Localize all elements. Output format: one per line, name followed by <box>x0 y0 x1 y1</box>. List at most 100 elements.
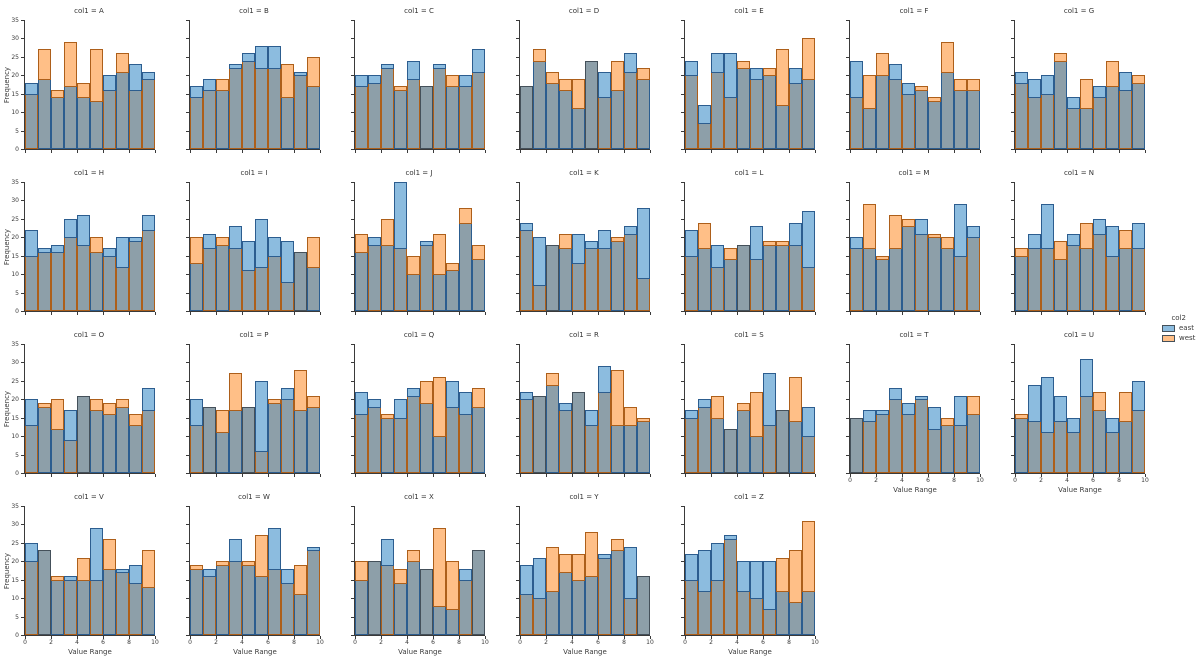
hist-bar-overlap <box>789 421 802 473</box>
y-tick <box>681 524 684 525</box>
x-tick <box>711 636 712 639</box>
y-tick <box>681 311 684 312</box>
facet-plot <box>1011 20 1146 153</box>
hist-bar-overlap <box>216 90 229 149</box>
y-tick <box>21 344 24 345</box>
hist-bar-overlap <box>307 407 320 473</box>
hist-bar-overlap <box>255 451 268 473</box>
facet-plot <box>846 20 981 153</box>
hist-bar-overlap <box>294 75 307 149</box>
y-tick <box>516 473 519 474</box>
y-tick-label: 30 <box>11 521 19 528</box>
hist-bar-east <box>1028 385 1041 422</box>
y-tick <box>1011 473 1014 474</box>
hist-bar-west <box>559 79 572 91</box>
hist-bar-overlap <box>446 270 459 311</box>
hist-bar-east <box>598 230 611 249</box>
y-tick <box>21 20 24 21</box>
y-tick <box>186 362 189 363</box>
y-tick <box>351 506 354 507</box>
hist-bar-west <box>216 561 229 566</box>
x-tick <box>598 150 599 153</box>
facet-title: col1 = F <box>899 7 929 15</box>
facet-plot: 0 2 4 6 8 10 Value Range <box>681 506 819 656</box>
hist-bar-east <box>190 86 203 98</box>
hist-bar-overlap <box>407 79 420 149</box>
hist-bar-west <box>559 234 572 249</box>
hist-bar-overlap <box>533 285 546 311</box>
hist-bar-overlap <box>1041 248 1054 311</box>
y-tick <box>351 219 354 220</box>
y-tick <box>1011 293 1014 294</box>
y-tick-label: 15 <box>11 415 19 422</box>
hist-bar-east <box>255 381 268 452</box>
hist-bar-overlap <box>1119 248 1132 311</box>
hist-bar-overlap <box>876 414 889 473</box>
x-tick <box>520 150 521 153</box>
hist-bar-east <box>624 547 637 599</box>
legend-label-west: west <box>1179 334 1196 342</box>
x-tick-label: 10 <box>481 639 489 646</box>
hist-bar-east <box>268 237 281 257</box>
hist-bar-west <box>394 569 407 584</box>
x-tick-label: 10 <box>1141 477 1149 484</box>
hist-bar-overlap <box>559 410 572 473</box>
x-tick <box>485 312 486 315</box>
hist-bar-overlap <box>90 101 103 149</box>
x-tick <box>242 474 243 477</box>
hist-bar-overlap <box>433 436 446 473</box>
y-tick <box>186 344 189 345</box>
hist-bar-overlap <box>802 591 815 635</box>
facet-plot: 0 2 4 6 8 10 Value Range <box>1011 344 1149 494</box>
x-tick-label: 6 <box>926 477 930 484</box>
x-tick <box>268 636 269 639</box>
hist-bar-overlap <box>685 418 698 473</box>
hist-bar-overlap <box>572 580 585 635</box>
hist-bar-overlap <box>90 580 103 635</box>
hist-bar-overlap <box>598 392 611 473</box>
y-tick <box>351 20 354 21</box>
x-tick <box>129 636 130 639</box>
y-tick <box>21 57 24 58</box>
x-tick <box>928 312 929 315</box>
hist-bar-west <box>1080 223 1093 249</box>
x-tick <box>685 474 686 477</box>
hist-bar-overlap <box>1041 432 1054 473</box>
x-tick <box>407 312 408 315</box>
x-tick-label: 4 <box>570 639 574 646</box>
hist-bar-overlap <box>1028 248 1041 311</box>
y-tick <box>351 149 354 150</box>
hist-bar-east <box>598 554 611 559</box>
y-tick <box>186 598 189 599</box>
y-tick <box>846 94 849 95</box>
hist-bar-overlap <box>598 558 611 635</box>
hist-bar-east <box>750 561 763 599</box>
x-tick <box>572 474 573 477</box>
x-tick <box>381 150 382 153</box>
hist-bar-east <box>876 410 889 415</box>
y-tick <box>516 112 519 113</box>
hist-bar-east <box>268 528 281 570</box>
hist-bar-overlap <box>203 248 216 311</box>
hist-bar-overlap <box>1080 248 1093 311</box>
hist-bar-overlap <box>355 580 368 635</box>
hist-bar-east <box>1028 79 1041 98</box>
x-tick <box>1015 474 1016 477</box>
y-tick-label: 25 <box>11 378 19 385</box>
y-tick-label: 20 <box>11 234 19 241</box>
hist-bar-overlap <box>190 425 203 473</box>
hist-bar-east <box>763 561 776 610</box>
x-tick <box>624 474 625 477</box>
x-tick <box>25 312 26 315</box>
hist-bar-east <box>51 245 64 253</box>
y-tick <box>186 219 189 220</box>
hist-bar-east <box>368 237 381 246</box>
x-tick <box>520 636 521 639</box>
hist-bar-overlap <box>472 550 485 635</box>
y-tick <box>516 75 519 76</box>
hist-bar-west <box>928 97 941 102</box>
x-tick-label: 8 <box>292 639 296 646</box>
hist-bar-overlap <box>116 572 129 635</box>
hist-bar-west <box>472 388 485 408</box>
y-tick <box>21 112 24 113</box>
